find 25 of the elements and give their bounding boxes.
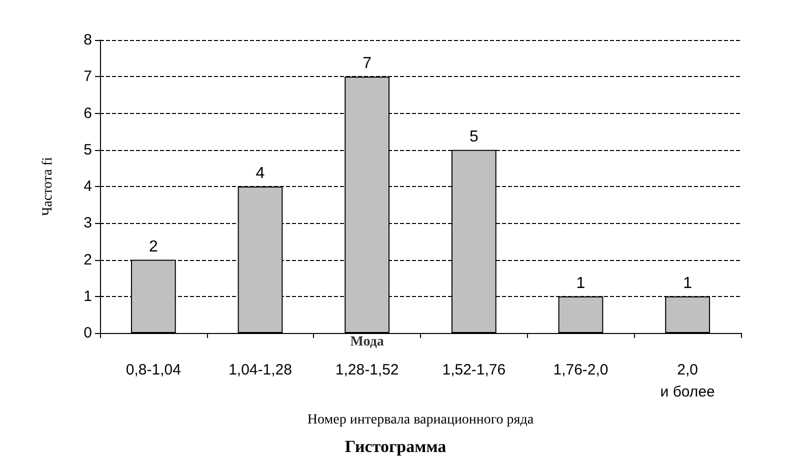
data-label: 2 bbox=[148, 238, 158, 256]
y-tick-label: 8 bbox=[84, 32, 92, 48]
y-tick-label: 0 bbox=[84, 324, 92, 342]
data-label: 1 bbox=[576, 274, 586, 292]
y-tick-label: 4 bbox=[84, 178, 92, 195]
x-tick-label: 1,28-1,52 bbox=[335, 362, 399, 378]
x-tick-label: 1,52-1,76 bbox=[442, 362, 506, 378]
data-label: 5 bbox=[469, 128, 478, 146]
data-label: 1 bbox=[683, 274, 692, 292]
x-tick-label: 0,8-1,04 bbox=[126, 362, 181, 378]
y-tick-label: 1 bbox=[84, 288, 92, 305]
y-axis-title: Частота fi bbox=[40, 156, 56, 216]
data-label: 7 bbox=[362, 55, 372, 72]
x-tick-label: 1,76-2,0 bbox=[553, 362, 608, 378]
y-tick-label: 2 bbox=[84, 251, 92, 268]
annotation: Мода bbox=[350, 334, 384, 350]
y-tick-label: 7 bbox=[84, 68, 92, 86]
y-tick-label: 5 bbox=[84, 141, 92, 158]
data-label: 4 bbox=[256, 165, 265, 182]
x-tick-label: 1,04-1,28 bbox=[228, 362, 292, 378]
x-tick-label: 2,0 и более bbox=[660, 362, 715, 400]
text: Гистограмма bbox=[344, 437, 447, 456]
y-tick-label: 3 bbox=[84, 214, 92, 232]
x-axis-title: Номер интервала вариационного ряда bbox=[307, 412, 534, 428]
y-tick-label: 6 bbox=[84, 104, 92, 122]
